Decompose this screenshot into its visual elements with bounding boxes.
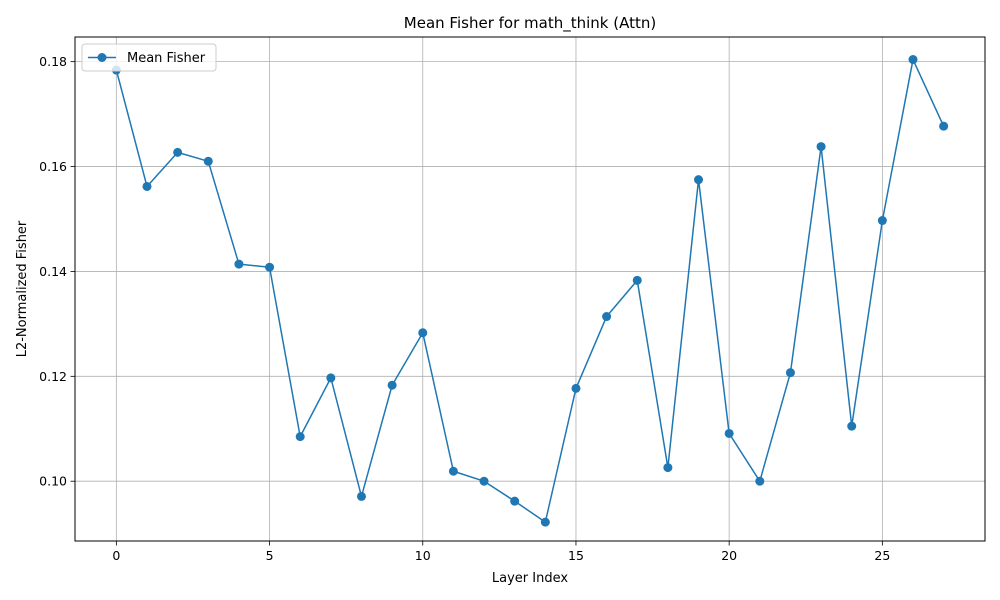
data-point bbox=[142, 181, 152, 191]
y-axis-label: L2-Normalized Fisher bbox=[15, 220, 30, 357]
data-point bbox=[632, 275, 642, 285]
data-point bbox=[418, 328, 428, 338]
legend: Mean Fisher bbox=[81, 43, 217, 72]
data-point bbox=[203, 156, 213, 166]
x-tick-label: 15 bbox=[568, 548, 584, 563]
y-tick-label: 0.16 bbox=[39, 159, 67, 174]
chart-title: Mean Fisher for math_think (Attn) bbox=[404, 14, 656, 33]
data-point bbox=[265, 262, 275, 272]
data-point bbox=[295, 432, 305, 442]
data-point bbox=[234, 259, 244, 269]
data-point bbox=[724, 428, 734, 438]
x-tick-label: 10 bbox=[415, 548, 431, 563]
data-point bbox=[602, 312, 612, 322]
data-point bbox=[877, 216, 887, 226]
data-point bbox=[448, 466, 458, 476]
data-point bbox=[540, 517, 550, 527]
data-point bbox=[479, 476, 489, 486]
data-point bbox=[908, 55, 918, 65]
data-point bbox=[663, 463, 673, 473]
data-point bbox=[816, 142, 826, 152]
series-line-mean-fisher bbox=[115, 58, 945, 523]
data-point bbox=[387, 380, 397, 390]
y-tick-label: 0.12 bbox=[39, 369, 67, 384]
y-axis-ticks: 0.10 0.12 0.14 0.16 0.18 bbox=[39, 54, 75, 489]
y-tick-label: 0.14 bbox=[39, 264, 67, 279]
data-point bbox=[694, 175, 704, 185]
legend-box bbox=[81, 43, 217, 72]
x-tick-label: 25 bbox=[874, 548, 890, 563]
y-tick-label: 0.18 bbox=[39, 54, 67, 69]
legend-label-mean-fisher: Mean Fisher bbox=[127, 51, 206, 66]
data-point bbox=[356, 491, 366, 501]
x-tick-label: 0 bbox=[112, 548, 120, 563]
x-axis-ticks: 0 5 10 15 20 25 bbox=[112, 541, 890, 563]
legend-marker-swatch bbox=[97, 53, 107, 62]
data-point bbox=[847, 421, 857, 431]
data-point bbox=[173, 147, 183, 157]
data-point bbox=[510, 496, 520, 506]
data-point bbox=[939, 121, 949, 131]
data-point bbox=[785, 368, 795, 378]
grid-lines bbox=[75, 37, 985, 541]
data-point bbox=[326, 373, 336, 383]
x-tick-label: 20 bbox=[721, 548, 737, 563]
data-point bbox=[571, 383, 581, 393]
data-point bbox=[755, 476, 765, 486]
y-tick-label: 0.10 bbox=[39, 474, 67, 489]
x-tick-label: 5 bbox=[266, 548, 274, 563]
x-axis-label: Layer Index bbox=[492, 571, 568, 586]
plot-frame bbox=[74, 36, 986, 542]
